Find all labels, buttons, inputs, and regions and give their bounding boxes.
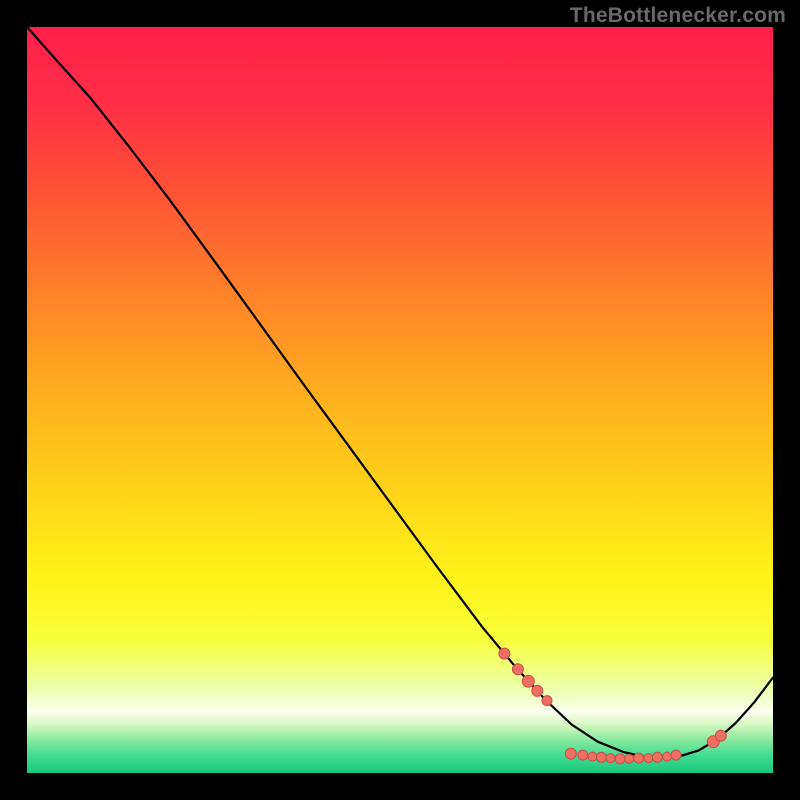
curve-marker [615, 754, 625, 764]
curve-marker [715, 730, 726, 741]
curve-marker [578, 750, 588, 760]
curve-marker [644, 754, 653, 763]
curve-marker [663, 752, 672, 761]
chart-container: TheBottlenecker.com [0, 0, 800, 800]
curve-marker [652, 752, 662, 762]
plot-background [27, 27, 773, 773]
curve-marker [542, 696, 552, 706]
curve-marker [606, 754, 615, 763]
chart-svg [0, 0, 800, 800]
curve-marker [588, 752, 597, 761]
curve-marker [596, 752, 606, 762]
curve-marker [512, 664, 523, 675]
curve-marker [499, 648, 510, 659]
curve-marker [671, 750, 681, 760]
curve-marker [625, 754, 634, 763]
curve-marker [532, 685, 543, 696]
curve-marker [522, 675, 534, 687]
curve-marker [634, 753, 644, 763]
curve-marker [565, 748, 576, 759]
